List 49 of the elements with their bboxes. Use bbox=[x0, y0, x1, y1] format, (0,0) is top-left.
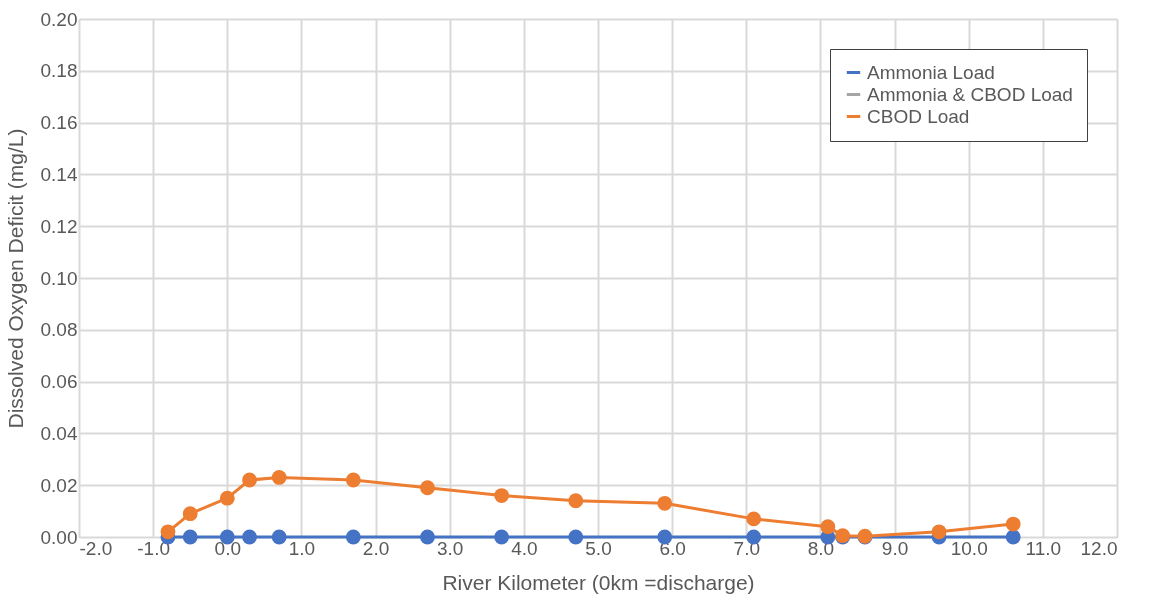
legend-label: Ammonia Load bbox=[867, 61, 995, 83]
x-tick-label: 4.0 bbox=[511, 537, 538, 559]
point bbox=[160, 524, 176, 540]
x-tick-label: 1.0 bbox=[288, 537, 316, 559]
x-tick-label: 0.0 bbox=[214, 537, 241, 559]
y-tick-label: 0.02 bbox=[40, 474, 78, 496]
y-tick-label: 0.06 bbox=[40, 371, 78, 393]
point bbox=[345, 472, 361, 488]
point bbox=[219, 490, 235, 506]
point bbox=[420, 480, 435, 496]
point bbox=[494, 488, 510, 503]
point bbox=[568, 529, 584, 545]
point bbox=[271, 529, 287, 545]
point bbox=[931, 524, 947, 540]
x-tick-label: 5.0 bbox=[585, 537, 612, 559]
point bbox=[182, 529, 198, 545]
y-tick-label: 0.04 bbox=[40, 422, 78, 444]
x-tick-label: 9.0 bbox=[881, 537, 909, 559]
y-tick-label: 0.08 bbox=[40, 319, 78, 341]
legend-label: Ammonia & CBOD Load bbox=[867, 83, 1073, 105]
y-tick-label: 0.10 bbox=[40, 267, 78, 289]
point bbox=[242, 472, 257, 488]
point bbox=[1005, 529, 1021, 545]
point bbox=[746, 511, 762, 527]
y-tick-label: 0.12 bbox=[40, 215, 78, 237]
point bbox=[494, 529, 510, 545]
point bbox=[271, 470, 287, 485]
point bbox=[568, 493, 584, 509]
point bbox=[242, 529, 257, 545]
y-tick-label: 0.00 bbox=[40, 526, 78, 548]
x-tick-label: 12.0 bbox=[1080, 537, 1118, 559]
point bbox=[820, 519, 836, 535]
y-tick-label: 0.14 bbox=[40, 163, 78, 185]
y-tick-label: 0.18 bbox=[40, 60, 78, 82]
y-tick-label: 0.16 bbox=[40, 112, 78, 134]
y-tick-label: 0.20 bbox=[40, 8, 78, 30]
x-tick-label: 10.0 bbox=[950, 537, 988, 559]
point bbox=[657, 495, 673, 511]
x-tick-label: 2.0 bbox=[362, 537, 390, 559]
x-axis-title: River Kilometer (0km =discharge) bbox=[442, 570, 755, 594]
point bbox=[182, 506, 198, 522]
point bbox=[420, 529, 435, 545]
x-tick-label: 3.0 bbox=[437, 537, 464, 559]
point bbox=[1005, 516, 1021, 532]
x-tick-label: 11.0 bbox=[1025, 537, 1062, 559]
point bbox=[345, 529, 361, 545]
legend-label: CBOD Load bbox=[867, 105, 970, 127]
y-axis-title: Dissolved Oxygen Deficit (mg/L) bbox=[3, 128, 27, 429]
x-tick-label: -2.0 bbox=[79, 537, 113, 559]
